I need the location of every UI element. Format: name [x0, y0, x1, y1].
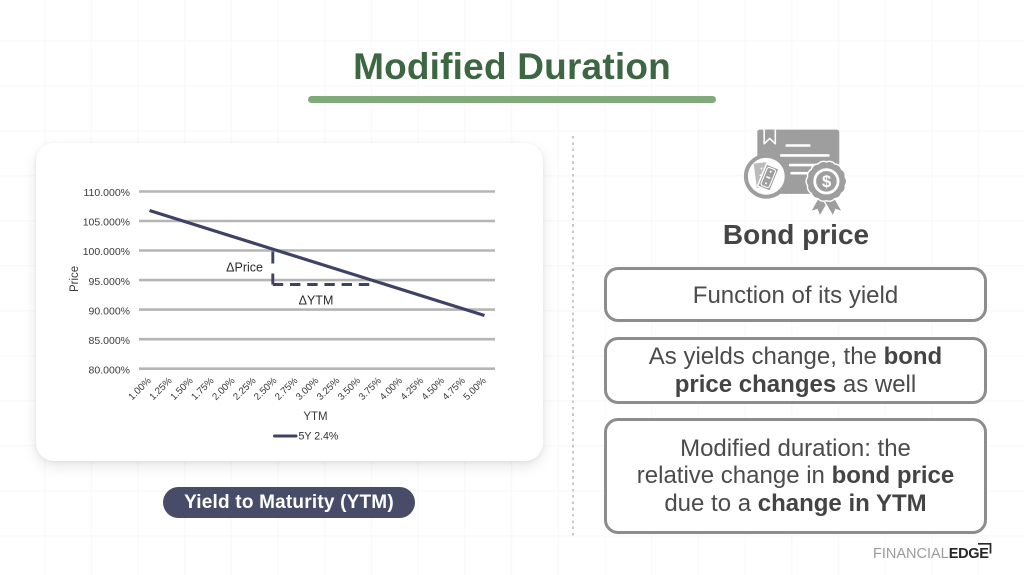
svg-text:$: $: [822, 173, 831, 191]
svg-text:85.000%: 85.000%: [89, 335, 130, 347]
svg-text:5.00%: 5.00%: [462, 375, 489, 402]
svg-text:90.000%: 90.000%: [89, 305, 130, 317]
svg-text:105.000%: 105.000%: [83, 217, 130, 229]
svg-text:YTM: YTM: [303, 411, 327, 423]
svg-text:80.000%: 80.000%: [89, 364, 130, 376]
svg-text:5Y 2.4%: 5Y 2.4%: [299, 431, 339, 443]
svg-text:Price: Price: [69, 266, 81, 292]
svg-text:ΔPrice: ΔPrice: [226, 261, 263, 275]
svg-text:95.000%: 95.000%: [89, 276, 130, 288]
svg-text:ΔYTM: ΔYTM: [299, 294, 334, 308]
svg-text:100.000%: 100.000%: [83, 246, 130, 258]
svg-text:110.000%: 110.000%: [83, 187, 130, 199]
